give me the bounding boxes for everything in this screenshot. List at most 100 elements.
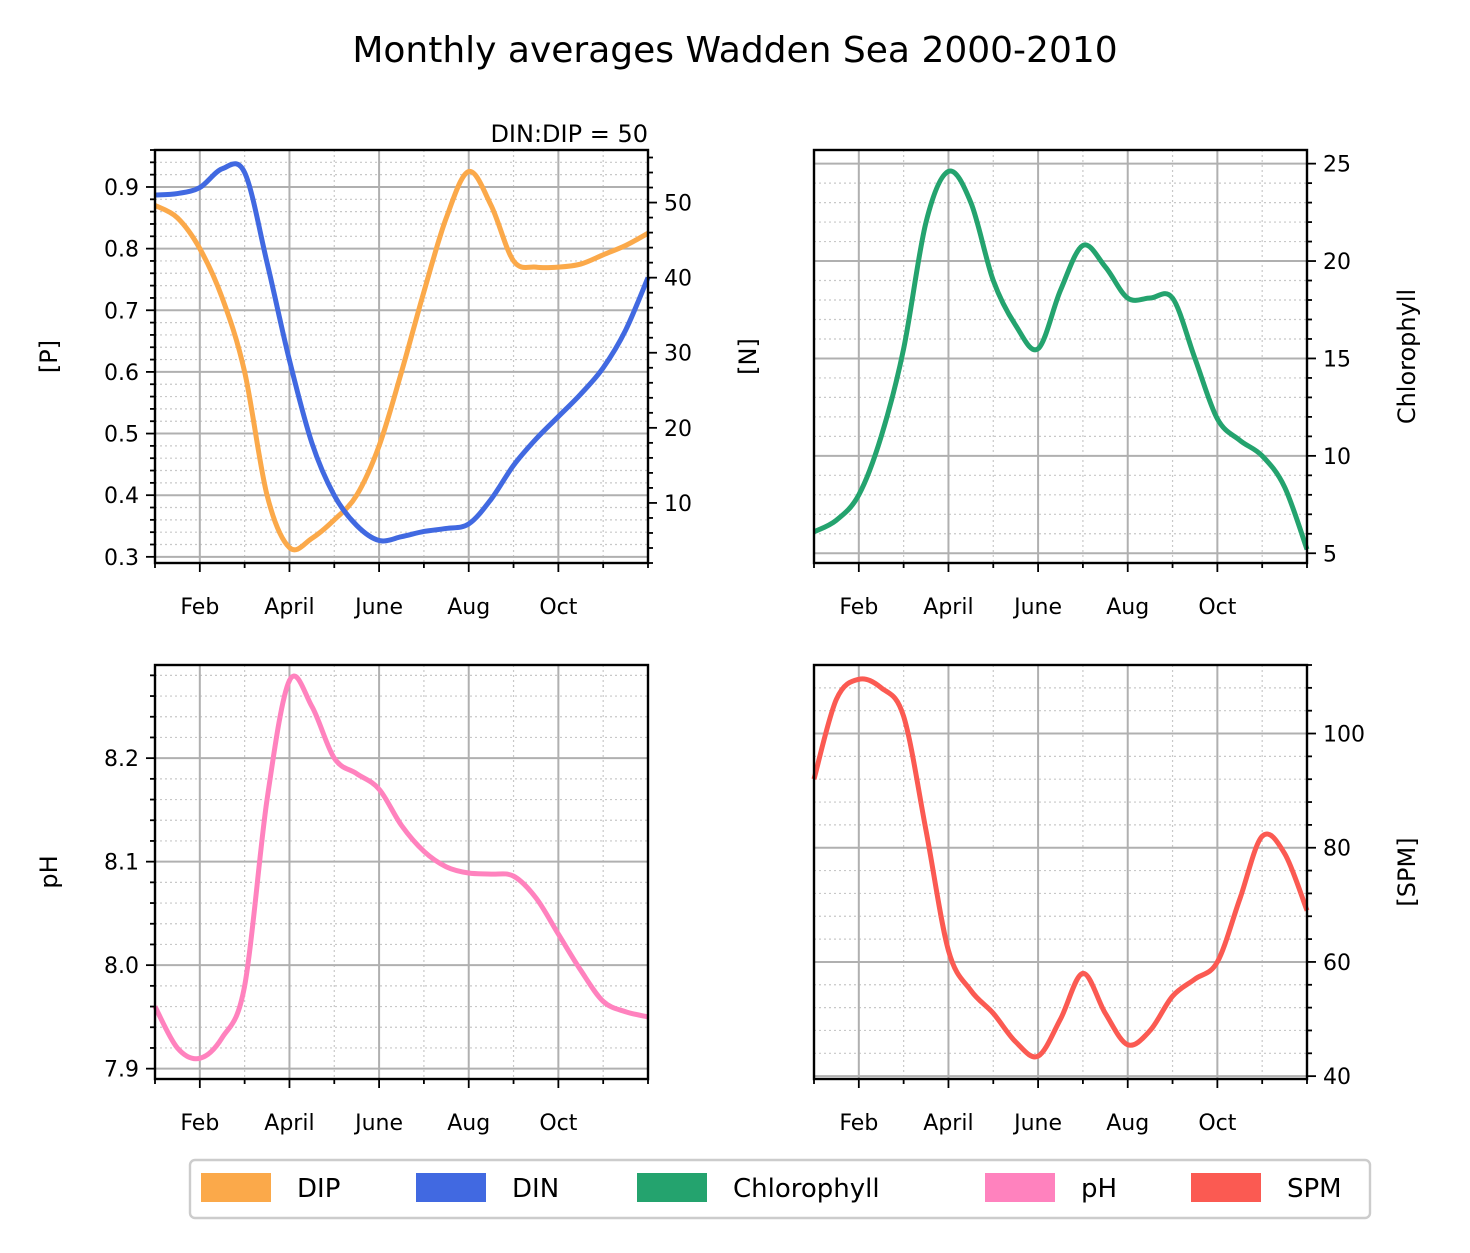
grid <box>813 150 1308 563</box>
y-tick-label: 8.0 <box>104 954 139 979</box>
legend-item-din: DIN <box>416 1173 559 1204</box>
ratio-annotation: DIN:DIP = 50 <box>490 120 648 148</box>
panels: Feb April June Aug Oct 0.3 0.4 0.5 0.6 0.7 0.8 0.9 [… <box>35 120 1421 1136</box>
series-group <box>812 168 1310 551</box>
y-tick-label: 50 <box>664 192 692 217</box>
x-axis: Feb April June Aug Oct <box>154 1079 649 1136</box>
plot-frame <box>153 663 650 1081</box>
series-line-chlorophyll <box>812 168 1310 551</box>
y-tick-label: 7.9 <box>104 1058 139 1083</box>
panel-bottom-left: Feb April June Aug Oct 7.9 8.0 8.1 8.2 pH <box>35 663 650 1136</box>
grid <box>154 665 649 1079</box>
y-tick-label: 60 <box>1323 951 1351 976</box>
x-tick-label: June <box>353 595 403 620</box>
y-axis-right: 5 10 15 20 25 Chlorophyll <box>1307 153 1421 567</box>
series-group <box>153 161 651 553</box>
x-tick-label: Oct <box>539 1111 577 1136</box>
legend-label: pH <box>1081 1174 1117 1204</box>
y-tick-label: 8.2 <box>104 747 139 772</box>
y-axis-left: 0.3 0.4 0.5 0.6 0.7 0.8 0.9 [P] <box>35 149 155 571</box>
x-tick-label: Aug <box>1106 1111 1149 1136</box>
x-tick-label: Oct <box>1198 595 1236 620</box>
y-tick-label: 0.8 <box>104 238 139 263</box>
x-tick-label: June <box>353 1111 403 1136</box>
y-tick-label: 40 <box>1323 1065 1351 1090</box>
plot-frame <box>812 663 1309 1081</box>
series-group <box>811 676 1310 1060</box>
x-tick-label: April <box>264 1111 314 1136</box>
x-tick-label: Aug <box>1106 595 1149 620</box>
x-tick-label: June <box>1012 1111 1062 1136</box>
legend-swatch <box>985 1173 1055 1202</box>
series-line-spm <box>811 676 1310 1060</box>
y-tick-label: 40 <box>664 267 692 292</box>
y-tick-label: 8.1 <box>104 851 139 876</box>
panel-bottom-right: Feb April June Aug Oct 40 60 80 100 [SPM] <box>811 663 1421 1136</box>
y-tick-label: 20 <box>664 417 692 442</box>
y-axis-right: 10 20 30 40 50 [N] <box>648 156 762 564</box>
x-tick-label: April <box>923 595 973 620</box>
x-tick-label: Aug <box>447 595 490 620</box>
x-tick-label: April <box>923 1111 973 1136</box>
y-tick-label: 5 <box>1323 542 1337 567</box>
x-tick-label: Feb <box>180 595 219 620</box>
y-tick-label: 0.7 <box>104 299 139 324</box>
y-tick-label: 25 <box>1323 153 1351 178</box>
y-axis-label-left: [P] <box>35 340 63 373</box>
legend-item-spm: SPM <box>1191 1173 1342 1204</box>
x-tick-label: Aug <box>447 1111 490 1136</box>
y-axis-label-right: [N] <box>734 338 762 375</box>
x-tick-label: Feb <box>839 1111 878 1136</box>
y-tick-label: 0.5 <box>104 423 139 448</box>
x-tick-label: June <box>1012 595 1062 620</box>
x-tick-label: Oct <box>539 595 577 620</box>
grid <box>154 149 649 563</box>
legend-item-ph: pH <box>985 1173 1117 1204</box>
y-axis-left: 7.9 8.0 8.1 8.2 pH <box>35 674 155 1083</box>
legend-label: DIN <box>512 1174 559 1204</box>
x-tick-label: April <box>264 595 314 620</box>
panel-top-left: Feb April June Aug Oct 0.3 0.4 0.5 0.6 0.7 0.8 0.9 [… <box>35 120 762 620</box>
series-group <box>152 673 649 1062</box>
plot-frame <box>153 148 650 565</box>
legend-swatch <box>1191 1173 1261 1202</box>
y-axis-label-right: Chlorophyll <box>1393 289 1421 424</box>
legend-item-chlorophyll: Chlorophyll <box>637 1173 880 1204</box>
series-line-din <box>154 161 651 544</box>
y-tick-label: 0.9 <box>104 176 139 201</box>
y-axis-label-right: [SPM] <box>1393 837 1421 906</box>
y-tick-label: 0.3 <box>104 546 139 571</box>
x-axis: Feb April June Aug Oct <box>813 1079 1308 1136</box>
y-axis-right: 40 60 80 100 [SPM] <box>1307 664 1421 1090</box>
legend-swatch <box>637 1173 707 1202</box>
legend-item-dip: DIP <box>201 1173 340 1204</box>
y-tick-label: 20 <box>1323 250 1351 275</box>
y-axis-label-left: pH <box>35 855 63 888</box>
legend: DIP DIN Chlorophyll pH SPM <box>188 1158 1372 1220</box>
x-axis: Feb April June Aug Oct <box>813 563 1308 620</box>
y-tick-label: 10 <box>664 492 692 517</box>
y-tick-label: 30 <box>664 342 692 367</box>
legend-label: SPM <box>1287 1174 1342 1204</box>
series-line-ph <box>152 673 649 1062</box>
y-tick-label: 80 <box>1323 837 1351 862</box>
plot-frame <box>812 148 1309 565</box>
x-tick-label: Feb <box>839 595 878 620</box>
legend-label: Chlorophyll <box>733 1174 880 1204</box>
panel-top-right: Feb April June Aug Oct 5 10 15 20 25 Chlorophyll <box>812 148 1421 620</box>
series-line-dip <box>153 169 650 553</box>
y-tick-label: 0.6 <box>104 361 139 386</box>
x-axis: Feb April June Aug Oct <box>154 563 649 620</box>
legend-swatch <box>416 1173 486 1202</box>
x-tick-label: Feb <box>180 1111 219 1136</box>
x-tick-label: Oct <box>1198 1111 1236 1136</box>
legend-swatch <box>201 1173 271 1202</box>
y-tick-label: 15 <box>1323 347 1351 372</box>
figure-title: Monthly averages Wadden Sea 2000-2010 <box>352 30 1117 71</box>
y-tick-label: 10 <box>1323 445 1351 470</box>
y-tick-label: 0.4 <box>104 484 139 509</box>
legend-label: DIP <box>297 1174 340 1204</box>
y-tick-label: 100 <box>1323 723 1365 748</box>
